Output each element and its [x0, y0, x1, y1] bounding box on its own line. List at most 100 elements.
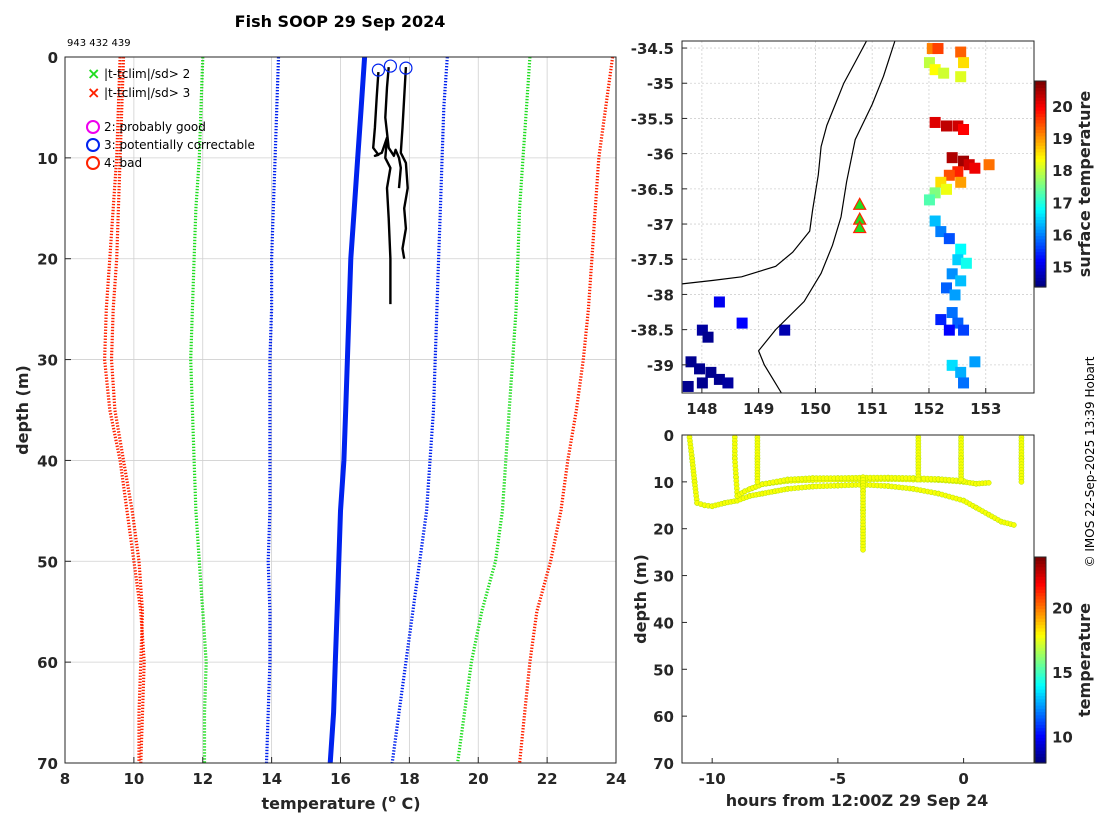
time-depth-colorbar-swatch	[1035, 605, 1046, 610]
map-sst-cell	[958, 57, 970, 69]
profile-legend: × |t-tclim|/sd> 2 × |t-tclim|/sd> 3 2: proba…	[86, 64, 255, 170]
map-y-tick-label: -35.5	[631, 110, 674, 128]
map-colorbar-swatch	[1035, 145, 1046, 150]
time-depth-colorbar-swatch	[1035, 631, 1046, 635]
map-colorbar-tick-label: 20	[1052, 98, 1073, 116]
map-colorbar-swatch	[1035, 196, 1046, 201]
map-sst-cell	[955, 176, 967, 188]
time-depth-colorbar-swatch	[1035, 653, 1046, 658]
map-colorbar-swatch	[1035, 167, 1046, 172]
map-colorbar-swatch	[1035, 122, 1046, 127]
map-sst-cell	[682, 380, 694, 392]
map-sst-cell	[923, 194, 935, 206]
map-axes-box	[681, 40, 1035, 394]
map-colorbar-swatch	[1035, 177, 1046, 182]
map-sst-cell	[949, 289, 961, 301]
map-colorbar-swatch	[1035, 100, 1046, 105]
time-depth-colorbar-swatch	[1035, 660, 1046, 664]
time-depth-y-label: depth (m)	[631, 554, 650, 644]
map-coastline-line	[681, 40, 868, 285]
map-sst-cell	[736, 317, 748, 329]
time-depth-colorbar-swatch	[1035, 624, 1046, 629]
map-colorbar-swatch	[1035, 171, 1046, 175]
time-depth-colorbar-label: temperature	[1075, 603, 1094, 717]
map-sst-cell	[941, 120, 952, 132]
map-colorbar-swatch	[1035, 225, 1046, 230]
time-depth-colorbar-swatch	[1035, 714, 1046, 719]
map-colorbar-swatch	[1035, 129, 1046, 134]
profile-line-mean-4sd-b	[109, 56, 145, 763]
legend-marker-label: |t-tclim|/sd> 3	[104, 86, 190, 100]
map-colorbar-swatch	[1035, 206, 1046, 211]
profile-grid	[64, 56, 617, 764]
time-depth-colorbar-swatch	[1035, 614, 1046, 619]
profile-line-climatology-mean	[327, 56, 368, 764]
time-depth-colorbar-swatch	[1035, 582, 1046, 587]
map-sst-cell	[963, 159, 975, 171]
time-depth-axes-box	[681, 434, 1035, 764]
time-depth-colorbar-swatch	[1035, 663, 1046, 668]
map-y-tick-label: -39	[647, 357, 674, 375]
time-depth-colorbar-swatch	[1035, 685, 1046, 690]
map-colorbar-tick-label: 16	[1052, 227, 1073, 245]
profile-x-tick-label: 16	[330, 770, 351, 788]
map-sst-cell	[960, 257, 972, 269]
profile-line-measured-profile-b	[384, 66, 402, 189]
map-sst-cell	[958, 124, 970, 135]
time-depth-panel: -10 -5 0 0 10 20 30 40 50 60 70 hours from 12:00Z…	[631, 427, 1094, 810]
map-colorbar-swatch	[1035, 84, 1046, 89]
map-colorbar-swatch	[1035, 193, 1046, 198]
time-depth-y-tick-label: 70	[653, 755, 674, 773]
profile-series	[102, 56, 615, 764]
time-depth-colorbar-swatch	[1035, 682, 1046, 687]
map-colorbar-swatch	[1035, 270, 1046, 275]
time-depth-colorbar-swatch	[1035, 576, 1046, 581]
map-colorbar-swatch	[1035, 97, 1046, 101]
map-sst-cell	[952, 317, 964, 329]
time-depth-point	[915, 476, 922, 483]
map-colorbar-swatch	[1035, 190, 1046, 195]
time-depth-y-ticks: 0 10 20 30 40 50 60 70	[653, 427, 687, 773]
credit-text: © IMOS 22-Sep-2025 13:39 Hobart	[1083, 356, 1097, 567]
profile-line-mean-4sd	[102, 56, 146, 764]
map-sst-cell	[713, 296, 725, 308]
legend-x-marker-icon: ×	[87, 83, 100, 102]
map-sst-cell	[958, 377, 970, 389]
time-depth-colorbar-swatch	[1035, 688, 1046, 693]
flag-circle-marker	[371, 63, 385, 77]
map-colorbar-swatch	[1035, 132, 1046, 137]
map-sst-cell	[702, 331, 714, 343]
time-depth-colorbar-swatch	[1035, 734, 1046, 738]
map-sst-cell	[705, 366, 717, 378]
time-depth-colorbar-swatch	[1035, 589, 1046, 594]
map-colorbar-swatch	[1035, 151, 1046, 156]
map-colorbar-swatch	[1035, 142, 1046, 146]
map-colorbar-swatch	[1035, 245, 1046, 249]
map-colorbar-tick-label: 19	[1052, 130, 1073, 148]
map-sst-cell	[941, 183, 952, 195]
map-y-tick-label: -34.5	[631, 40, 674, 58]
map-sst-cells	[682, 43, 995, 392]
map-sst-cell	[938, 67, 950, 79]
map-sst-cell	[929, 187, 941, 199]
time-depth-colorbar-swatch	[1035, 650, 1046, 655]
time-depth-colorbar-swatch	[1035, 557, 1046, 561]
map-colorbar-swatch	[1035, 200, 1046, 204]
time-depth-colorbar-swatch	[1035, 592, 1046, 597]
profile-flag-circles	[371, 59, 413, 77]
time-depth-colorbar-swatch	[1035, 750, 1046, 754]
map-colorbar-swatch	[1035, 241, 1046, 246]
profile-x-label: temperature (o C)	[261, 792, 420, 813]
map-sst-cell	[779, 324, 791, 336]
map-sst-cell	[958, 324, 970, 336]
map-x-tick-label: 149	[743, 400, 774, 418]
map-sst-cell	[969, 162, 981, 174]
map-sst-cell	[926, 43, 938, 55]
profile-y-tick-label: 20	[37, 251, 58, 269]
map-colorbar-swatch	[1035, 103, 1046, 108]
time-depth-colorbar-swatch	[1035, 695, 1046, 700]
time-depth-colorbar-swatch	[1035, 627, 1046, 632]
profile-x-tick-label: 8	[60, 770, 70, 788]
map-colorbar: 15 16 17 18 19 20	[1034, 80, 1073, 288]
time-depth-y-tick-label: 60	[653, 708, 674, 726]
